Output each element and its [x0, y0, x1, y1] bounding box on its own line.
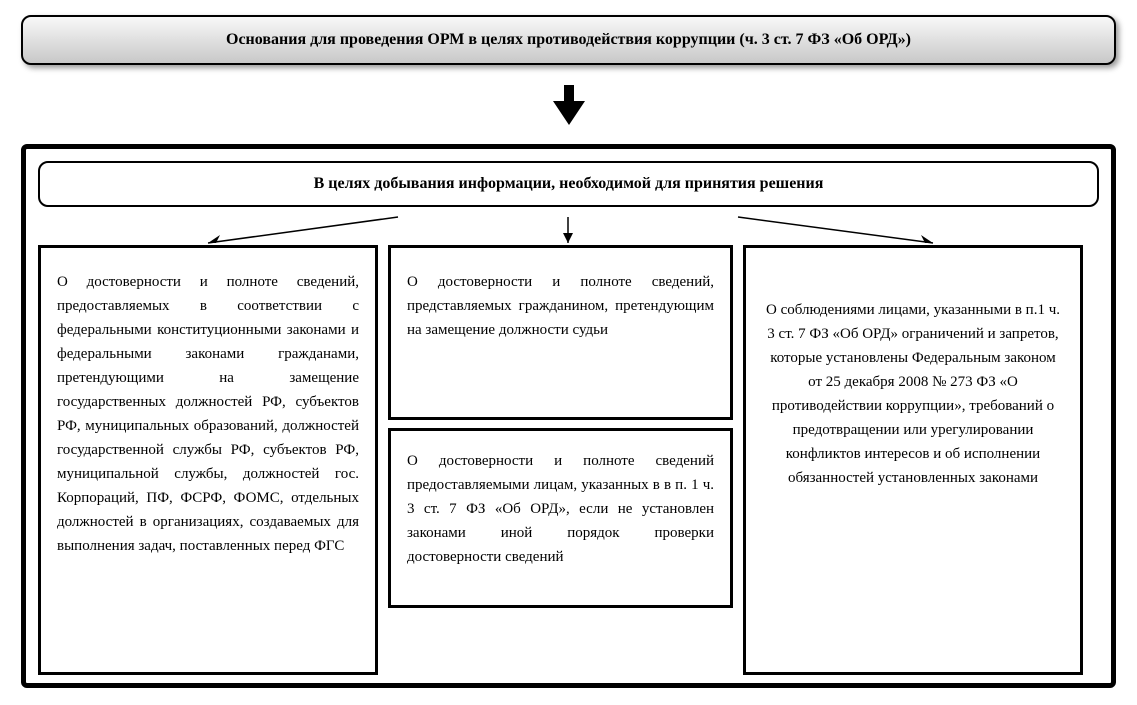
subheader-box: В целях добывания информации, необходимо…	[38, 161, 1099, 207]
col-mid: О достоверности и полноте сведений, пред…	[388, 245, 733, 608]
header-box: Основания для проведения ОРМ в целях про…	[21, 15, 1116, 65]
box-left: О достоверности и полноте сведений, пред…	[38, 245, 378, 675]
down-arrow-icon	[547, 83, 591, 127]
box-mid-bot: О достоверности и полноте сведений предо…	[388, 428, 733, 608]
branch-arrows-icon	[38, 215, 1103, 245]
box-right-text: О соблюдениями лицами, указанными в п.1 …	[766, 302, 1060, 486]
box-left-text: О достоверности и полноте сведений, пред…	[57, 274, 359, 554]
box-right: О соблюдениями лицами, указанными в п.1 …	[743, 245, 1083, 675]
box-mid-bot-text: О достоверности и полноте сведений предо…	[407, 453, 714, 565]
subheader-text: В целях добывания информации, необходимо…	[314, 175, 824, 192]
header-text: Основания для проведения ОРМ в целях про…	[226, 31, 911, 48]
main-container: В целях добывания информации, необходимо…	[21, 144, 1116, 688]
box-mid-top: О достоверности и полноте сведений, пред…	[388, 245, 733, 420]
branch-arrows	[38, 215, 1099, 245]
box-mid-top-text: О достоверности и полноте сведений, пред…	[407, 274, 714, 338]
col-left: О достоверности и полноте сведений, пред…	[38, 245, 378, 675]
columns: О достоверности и полноте сведений, пред…	[38, 245, 1099, 675]
arrow-down	[15, 83, 1122, 132]
col-right: О соблюдениями лицами, указанными в п.1 …	[743, 245, 1083, 675]
